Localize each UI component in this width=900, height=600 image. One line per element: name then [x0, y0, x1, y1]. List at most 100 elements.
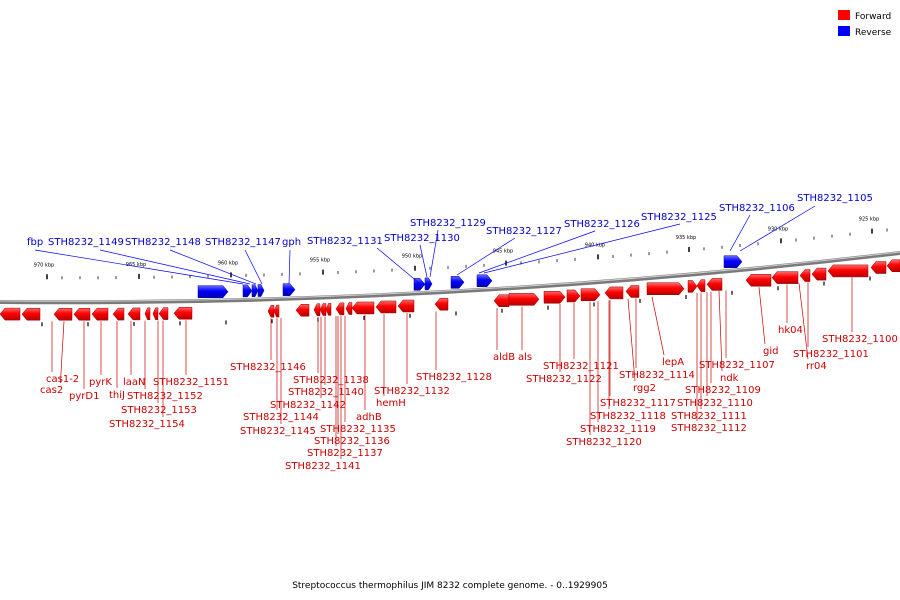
gene-label-sth8232-1119[interactable]: STH8232_1119	[580, 424, 656, 435]
gene-label-sth8232-1153[interactable]: STH8232_1153	[121, 405, 197, 416]
forward-gene-arrow[interactable]	[886, 259, 900, 273]
forward-gene-arrow[interactable]	[493, 294, 510, 308]
forward-gene-arrow[interactable]	[870, 261, 887, 274]
reverse-gene-arrow[interactable]	[257, 284, 265, 297]
gene-label-sth8232-1129[interactable]: STH8232_1129	[410, 218, 486, 229]
gene-label-sth8232-1151[interactable]: STH8232_1151	[153, 377, 229, 388]
forward-gene-arrow[interactable]	[508, 293, 540, 306]
gene-label-sth8232-1128[interactable]: STH8232_1128	[416, 372, 492, 383]
gene-label-cas2[interactable]: cas2	[40, 385, 63, 396]
reverse-gene-arrow[interactable]	[251, 284, 259, 297]
gene-label-lepa[interactable]: lepA	[662, 357, 684, 368]
gene-label-sth8232-1148[interactable]: STH8232_1148	[125, 237, 201, 248]
gene-label-rgg2[interactable]: rgg2	[633, 383, 656, 394]
gene-label-gph[interactable]: gph	[282, 237, 301, 248]
forward-gene-arrow[interactable]	[273, 304, 280, 318]
gene-label-sth8232-1127[interactable]: STH8232_1127	[486, 226, 562, 237]
forward-gene-arrow[interactable]	[73, 308, 91, 321]
gene-label-sth8232-1106[interactable]: STH8232_1106	[719, 203, 795, 214]
forward-gene-arrow[interactable]	[319, 303, 327, 316]
forward-gene-arrow[interactable]	[152, 307, 159, 320]
forward-gene-arrow[interactable]	[706, 278, 723, 291]
reverse-gene-arrow[interactable]	[476, 274, 493, 288]
forward-gene-arrow[interactable]	[144, 307, 151, 321]
reverse-gene-arrow[interactable]	[242, 284, 253, 298]
forward-gene-arrow[interactable]	[604, 286, 624, 300]
forward-gene-arrow[interactable]	[397, 299, 415, 313]
gene-label-sth8232-1100[interactable]: STH8232_1100	[822, 334, 898, 345]
forward-gene-arrow[interactable]	[543, 291, 566, 304]
forward-gene-arrow[interactable]	[325, 303, 332, 316]
legend-item-forward[interactable]: Forward	[838, 10, 891, 22]
gene-label-sth8232-1101[interactable]: STH8232_1101	[793, 349, 869, 360]
gene-label-sth8232-1110[interactable]: STH8232_1110	[677, 398, 753, 409]
gene-label-als[interactable]: als	[518, 352, 532, 363]
gene-label-sth8232-1122[interactable]: STH8232_1122	[526, 374, 602, 385]
gene-label-pyrk[interactable]: pyrK	[89, 377, 112, 388]
forward-gene-arrow[interactable]	[0, 307, 21, 321]
gene-label-sth8232-1105[interactable]: STH8232_1105	[797, 193, 873, 204]
gene-label-sth8232-1132[interactable]: STH8232_1132	[374, 386, 450, 397]
gene-label-fbp[interactable]: fbp	[27, 237, 43, 248]
forward-gene-arrow[interactable]	[799, 269, 811, 282]
gene-label-sth8232-1141[interactable]: STH8232_1141	[285, 461, 361, 472]
gene-label-sth8232-1114[interactable]: STH8232_1114	[619, 370, 695, 381]
gene-label-sth8232-1144[interactable]: STH8232_1144	[243, 412, 319, 423]
forward-gene-arrow[interactable]	[696, 279, 706, 292]
gene-label-sth8232-1154[interactable]: STH8232_1154	[109, 419, 185, 430]
forward-gene-arrow[interactable]	[745, 274, 772, 287]
forward-gene-arrow[interactable]	[566, 289, 581, 303]
forward-gene-arrow[interactable]	[434, 297, 449, 311]
forward-gene-arrow[interactable]	[345, 302, 353, 315]
gene-label-hemh[interactable]: hemH	[376, 398, 406, 409]
forward-gene-arrow[interactable]	[158, 307, 169, 320]
forward-gene-arrow[interactable]	[375, 300, 397, 314]
gene-label-sth8232-1131[interactable]: STH8232_1131	[307, 236, 383, 247]
gene-label-sth8232-1126[interactable]: STH8232_1126	[564, 219, 640, 230]
forward-gene-arrow[interactable]	[127, 307, 141, 321]
forward-gene-arrow[interactable]	[811, 267, 827, 281]
reverse-gene-arrow[interactable]	[424, 277, 433, 291]
gene-label-sth8232-1152[interactable]: STH8232_1152	[127, 391, 203, 402]
forward-gene-arrow[interactable]	[267, 304, 275, 318]
gene-label-sth8232-1107[interactable]: STH8232_1107	[699, 360, 775, 371]
gene-label-thij[interactable]: thiJ	[109, 390, 125, 401]
forward-gene-arrow[interactable]	[53, 308, 73, 321]
gene-label-sth8232-1109[interactable]: STH8232_1109	[685, 385, 761, 396]
gene-label-adhb[interactable]: adhB	[356, 412, 382, 423]
forward-gene-arrow[interactable]	[827, 264, 869, 278]
gene-label-sth8232-1130[interactable]: STH8232_1130	[384, 233, 460, 244]
gene-label-sth8232-1136[interactable]: STH8232_1136	[314, 436, 390, 447]
gene-label-gid[interactable]: gid	[763, 346, 778, 357]
gene-label-sth8232-1138[interactable]: STH8232_1138	[293, 375, 369, 386]
gene-label-sth8232-1149[interactable]: STH8232_1149	[48, 237, 124, 248]
reverse-gene-arrow[interactable]	[282, 283, 296, 296]
gene-label-aldb[interactable]: aldB	[493, 352, 515, 363]
gene-label-laan[interactable]: laaN	[123, 377, 146, 388]
gene-label-sth8232-1112[interactable]: STH8232_1112	[671, 423, 747, 434]
gene-label-pyrd1[interactable]: pyrD1	[69, 391, 99, 402]
gene-label-sth8232-1120[interactable]: STH8232_1120	[566, 437, 642, 448]
gene-label-sth8232-1125[interactable]: STH8232_1125	[641, 212, 717, 223]
forward-gene-arrow[interactable]	[771, 271, 799, 284]
forward-gene-arrow[interactable]	[687, 280, 698, 293]
forward-gene-arrow[interactable]	[91, 307, 109, 321]
gene-label-ndk[interactable]: ndk	[720, 373, 739, 384]
gene-label-hk04[interactable]: hk04	[778, 325, 803, 336]
gene-label-sth8232-1135[interactable]: STH8232_1135	[320, 424, 396, 435]
gene-label-sth8232-1121[interactable]: STH8232_1121	[543, 361, 619, 372]
gene-label-sth8232-1137[interactable]: STH8232_1137	[307, 448, 383, 459]
forward-gene-arrow[interactable]	[173, 307, 193, 320]
forward-gene-arrow[interactable]	[625, 285, 640, 298]
gene-label-cas1-2[interactable]: cas1-2	[46, 374, 79, 385]
gene-label-sth8232-1147[interactable]: STH8232_1147	[205, 237, 281, 248]
gene-label-sth8232-1118[interactable]: STH8232_1118	[590, 411, 666, 422]
forward-gene-arrow[interactable]	[646, 282, 685, 295]
forward-gene-arrow[interactable]	[112, 307, 125, 321]
forward-gene-arrow[interactable]	[313, 303, 321, 316]
gene-label-sth8232-1146[interactable]: STH8232_1146	[230, 362, 306, 373]
forward-gene-arrow[interactable]	[295, 303, 310, 317]
forward-gene-arrow[interactable]	[351, 301, 375, 315]
forward-gene-arrow[interactable]	[335, 302, 345, 316]
gene-label-sth8232-1145[interactable]: STH8232_1145	[240, 426, 316, 437]
